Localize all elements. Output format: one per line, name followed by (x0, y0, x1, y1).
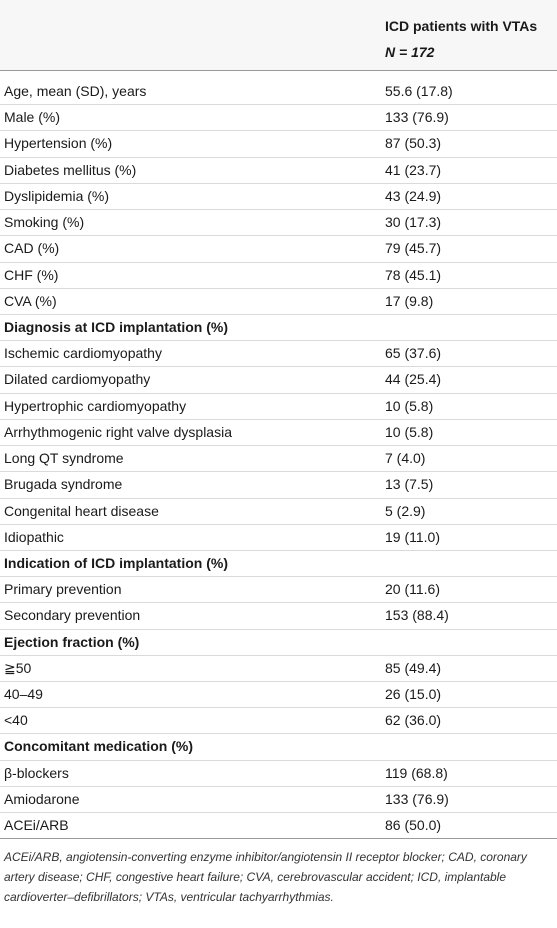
row-label: Diabetes mellitus (%) (4, 161, 137, 178)
row-label: Secondary prevention (4, 607, 141, 624)
row-label: Age, mean (SD), years (4, 83, 147, 99)
row-label: Smoking (%) (4, 214, 85, 231)
table-body: Age, mean (SD), years 55.6 (17.8) Male (%)… (0, 79, 557, 840)
row-value: 133 (76.9) (385, 790, 449, 807)
table-row: Male (%) 133 (76.9) (0, 105, 557, 132)
table-row: Arrhythmogenic right valve dysplasia 10 (… (0, 420, 557, 447)
table-row: Age, mean (SD), years 55.6 (17.8) (0, 79, 557, 106)
table-row: <40 62 (36.0) (0, 708, 557, 735)
row-value: 10 (5.8) (385, 397, 434, 414)
section-label: Diagnosis at ICD implantation (%) (4, 318, 229, 335)
row-label: Primary prevention (4, 581, 122, 598)
table-row: Secondary prevention 153 (88.4) (0, 603, 557, 630)
table-footnote: ACEi/ARB, angiotensin-converting enzyme … (4, 850, 527, 904)
table-row: ≧50 85 (49.4) (0, 656, 557, 683)
row-value: 30 (17.3) (385, 214, 442, 231)
row-value: 79 (45.7) (385, 240, 442, 257)
row-value: 43 (24.9) (385, 187, 442, 204)
row-value: 85 (49.4) (385, 659, 442, 676)
row-value: 86 (50.0) (385, 817, 442, 834)
row-label: Idiopathic (4, 528, 64, 545)
table-row: CVA (%) 17 (9.8) (0, 289, 557, 315)
row-value: 87 (50.3) (385, 135, 442, 152)
section-label: Ejection fraction (%) (4, 633, 140, 650)
row-label: β-blockers (4, 764, 69, 781)
section-header-row: Ejection fraction (%) (0, 630, 557, 656)
section-label: Indication of ICD implantation (%) (4, 554, 228, 571)
row-label: Dilated cardiomyopathy (4, 371, 151, 388)
row-label: 40–49 (4, 686, 43, 703)
row-value: 13 (7.5) (385, 476, 434, 493)
table-row: Hypertrophic cardiomyopathy 10 (5.8) (0, 394, 557, 420)
row-value: 7 (4.0) (385, 450, 426, 467)
table-row: Congenital heart disease 5 (2.9) (0, 499, 557, 525)
row-value: 153 (88.4) (385, 607, 449, 624)
row-value: 26 (15.0) (385, 686, 442, 703)
row-label: Hypertension (%) (4, 135, 113, 152)
row-value: 5 (2.9) (385, 502, 426, 519)
column-sample-size: N = 172 (385, 44, 435, 60)
table-row: Brugada syndrome 13 (7.5) (0, 472, 557, 499)
row-label: Amiodarone (4, 790, 80, 807)
row-label: ACEi/ARB (4, 817, 69, 834)
row-label: Arrhythmogenic right valve dysplasia (4, 423, 232, 440)
table-row: Dyslipidemia (%) 43 (24.9) (0, 184, 557, 211)
section-header-row: Concomitant medication (%) (0, 734, 557, 761)
row-label: Long QT syndrome (4, 450, 124, 467)
table-row: Amiodarone 133 (76.9) (0, 787, 557, 814)
column-header: ICD patients with VTAs N = 172 (385, 13, 555, 65)
table-row: Primary prevention 20 (11.6) (0, 577, 557, 604)
row-value: 44 (25.4) (385, 371, 442, 388)
row-value: 10 (5.8) (385, 423, 434, 440)
row-value: 65 (37.6) (385, 345, 442, 362)
table-row: ACEi/ARB 86 (50.0) (0, 813, 557, 840)
row-value: 133 (76.9) (385, 109, 449, 126)
row-value: 20 (11.6) (385, 581, 440, 598)
table-header: ICD patients with VTAs N = 172 (0, 0, 557, 71)
table-row: CAD (%) 79 (45.7) (0, 236, 557, 263)
row-label: CHF (%) (4, 266, 59, 283)
table-row: β-blockers 119 (68.8) (0, 761, 557, 787)
row-value: 78 (45.1) (385, 266, 442, 283)
column-title: ICD patients with VTAs (385, 18, 538, 34)
table-row: Long QT syndrome 7 (4.0) (0, 446, 557, 473)
row-label: <40 (4, 712, 28, 729)
section-header-row: Diagnosis at ICD implantation (%) (0, 315, 557, 342)
row-value: 55.6 (17.8) (385, 83, 453, 99)
row-value: 17 (9.8) (385, 292, 434, 309)
table-row: 40–49 26 (15.0) (0, 682, 557, 709)
row-label: Ischemic cardiomyopathy (4, 345, 162, 362)
table-row: Idiopathic 19 (11.0) (0, 525, 557, 551)
table-row: Diabetes mellitus (%) 41 (23.7) (0, 158, 557, 184)
table-row: Hypertension (%) 87 (50.3) (0, 131, 557, 158)
row-value: 62 (36.0) (385, 712, 442, 729)
table-row: CHF (%) 78 (45.1) (0, 263, 557, 289)
row-label: ≧50 (4, 659, 32, 676)
row-label: Congenital heart disease (4, 502, 159, 519)
row-value: 41 (23.7) (385, 161, 442, 178)
row-label: CVA (%) (4, 292, 57, 309)
row-label: Brugada syndrome (4, 476, 123, 493)
row-value: 119 (68.8) (385, 764, 448, 781)
row-label: Dyslipidemia (%) (4, 187, 110, 204)
table-row: Ischemic cardiomyopathy 65 (37.6) (0, 341, 557, 368)
section-label: Concomitant medication (%) (4, 738, 194, 755)
table-row: Dilated cardiomyopathy 44 (25.4) (0, 367, 557, 394)
row-value: 19 (11.0) (385, 528, 440, 545)
section-header-row: Indication of ICD implantation (%) (0, 551, 557, 578)
row-label: CAD (%) (4, 240, 60, 257)
row-label: Male (%) (4, 109, 61, 126)
row-label: Hypertrophic cardiomyopathy (4, 397, 187, 414)
table-row: Smoking (%) 30 (17.3) (0, 210, 557, 237)
